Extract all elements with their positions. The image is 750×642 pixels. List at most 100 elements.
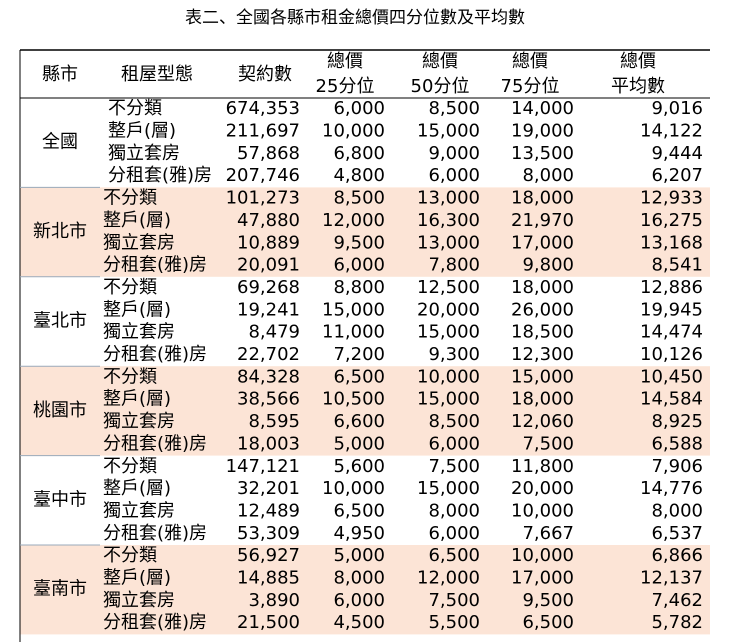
- cell-value: 147,121: [226, 456, 300, 477]
- cell-value: 38,566: [237, 389, 300, 410]
- cell-value: 6,500: [428, 545, 480, 566]
- rental-type: 不分類: [103, 188, 157, 209]
- column-header: 75分位: [501, 76, 560, 97]
- cell-value: 10,500: [322, 389, 385, 410]
- cell-value: 19,945: [640, 299, 703, 320]
- cell-value: 18,000: [511, 389, 574, 410]
- cell-value: 12,137: [640, 568, 703, 589]
- city-label: 新北市: [33, 221, 87, 242]
- cell-value: 53,309: [237, 523, 300, 544]
- cell-value: 12,886: [640, 277, 703, 298]
- cell-value: 10,000: [322, 121, 385, 142]
- cell-value: 10,000: [511, 545, 574, 566]
- cell-value: 10,450: [640, 366, 703, 387]
- cell-value: 6,500: [522, 612, 574, 633]
- cell-value: 10,000: [322, 478, 385, 499]
- cell-value: 8,000: [651, 500, 703, 521]
- cell-value: 5,782: [651, 612, 703, 633]
- cell-value: 15,000: [417, 322, 480, 343]
- cell-value: 6,000: [333, 590, 385, 611]
- rental-type: 獨立套房: [103, 500, 175, 521]
- group-shade: [20, 545, 710, 635]
- cell-value: 16,275: [640, 210, 703, 231]
- column-header: 50分位: [411, 76, 470, 97]
- cell-value: 12,500: [417, 277, 480, 298]
- cell-value: 15,000: [417, 389, 480, 410]
- cell-value: 3,890: [248, 590, 300, 611]
- cell-value: 5,000: [333, 545, 385, 566]
- cell-value: 84,328: [237, 366, 300, 387]
- column-header: 總價: [512, 51, 548, 72]
- cell-value: 15,000: [511, 366, 574, 387]
- rental-type: 整戶(層): [103, 568, 171, 589]
- cell-value: 15,000: [417, 478, 480, 499]
- cell-value: 57,868: [237, 143, 300, 164]
- cell-value: 26,000: [511, 299, 574, 320]
- rental-type: 獨立套房: [108, 143, 180, 164]
- cell-value: 13,000: [417, 232, 480, 253]
- cell-value: 12,933: [640, 188, 703, 209]
- cell-value: 15,000: [322, 299, 385, 320]
- cell-value: 14,000: [511, 98, 574, 119]
- cell-value: 9,000: [428, 143, 480, 164]
- cell-value: 15,000: [417, 121, 480, 142]
- rental-type: 分租套(雅)房: [103, 612, 207, 633]
- cell-value: 7,906: [651, 456, 703, 477]
- rental-type: 分租套(雅)房: [103, 433, 207, 454]
- rental-type: 獨立套房: [103, 590, 175, 611]
- column-header: 平均數: [611, 76, 665, 97]
- column-header: 總價: [422, 51, 458, 72]
- cell-value: 7,500: [428, 590, 480, 611]
- cell-value: 8,000: [522, 165, 574, 186]
- cell-value: 6,866: [651, 545, 703, 566]
- cell-value: 16,300: [417, 210, 480, 231]
- cell-value: 8,595: [248, 411, 300, 432]
- cell-value: 4,800: [333, 165, 385, 186]
- rental-type: 整戶(層): [108, 121, 176, 142]
- rental-type: 不分類: [108, 98, 162, 119]
- cell-value: 7,200: [333, 344, 385, 365]
- cell-value: 14,584: [640, 389, 703, 410]
- cell-value: 6,000: [428, 165, 480, 186]
- cell-value: 5,600: [333, 456, 385, 477]
- cell-value: 7,462: [651, 590, 703, 611]
- rental-type: 整戶(層): [103, 210, 171, 231]
- cell-value: 6,588: [651, 433, 703, 454]
- cell-value: 20,000: [511, 478, 574, 499]
- cell-value: 8,479: [248, 322, 300, 343]
- cell-value: 22,702: [237, 344, 300, 365]
- cell-value: 5,000: [333, 433, 385, 454]
- cell-value: 19,241: [237, 299, 300, 320]
- cell-value: 21,500: [237, 612, 300, 633]
- cell-value: 10,889: [237, 232, 300, 253]
- cell-value: 674,353: [226, 98, 300, 119]
- cell-value: 11,000: [322, 322, 385, 343]
- cell-value: 9,800: [522, 255, 574, 276]
- rental-type: 不分類: [103, 277, 157, 298]
- cell-value: 6,500: [333, 500, 385, 521]
- cell-value: 8,500: [428, 411, 480, 432]
- rental-type: 整戶(層): [103, 389, 171, 410]
- column-header: 縣市: [42, 64, 78, 85]
- cell-value: 12,300: [511, 344, 574, 365]
- column-header: 租屋型態: [121, 64, 193, 85]
- cell-value: 18,500: [511, 322, 574, 343]
- cell-value: 7,667: [522, 523, 574, 544]
- cell-value: 8,500: [428, 98, 480, 119]
- city-label: 臺中市: [33, 489, 87, 510]
- cell-value: 6,000: [428, 523, 480, 544]
- rental-type: 整戶(層): [103, 299, 171, 320]
- cell-value: 18,000: [511, 188, 574, 209]
- rental-type: 獨立套房: [103, 232, 175, 253]
- cell-value: 12,489: [237, 500, 300, 521]
- rental-type: 整戶(層): [103, 478, 171, 499]
- cell-value: 69,268: [237, 277, 300, 298]
- cell-value: 9,016: [651, 98, 703, 119]
- cell-value: 12,060: [511, 411, 574, 432]
- cell-value: 6,000: [428, 433, 480, 454]
- cell-value: 21,970: [511, 210, 574, 231]
- rental-type: 獨立套房: [103, 322, 175, 343]
- cell-value: 13,500: [511, 143, 574, 164]
